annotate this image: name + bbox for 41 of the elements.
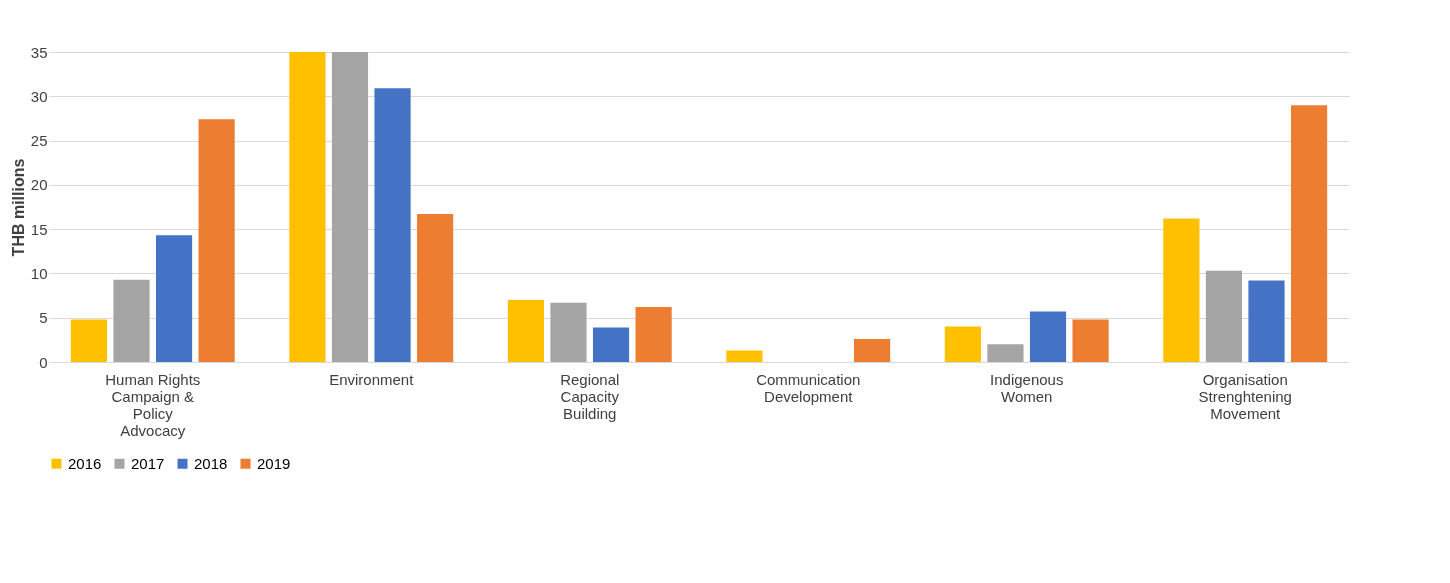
bar xyxy=(1290,105,1328,362)
bar xyxy=(592,327,630,362)
x-tick-label: Indigenous Women xyxy=(990,370,1064,405)
legend-label: 2019 xyxy=(257,454,291,472)
bar xyxy=(417,214,454,362)
bar xyxy=(726,350,763,362)
bar xyxy=(987,344,1024,362)
bar xyxy=(1205,270,1243,362)
bar xyxy=(1029,311,1067,362)
bar xyxy=(1248,280,1285,362)
x-tick-label: Communication Development xyxy=(756,370,861,405)
y-tick-label: 25 xyxy=(30,132,48,150)
legend-label: 2017 xyxy=(131,454,165,472)
legend-label: 2018 xyxy=(194,454,228,472)
bar xyxy=(854,338,891,362)
bar xyxy=(155,235,193,362)
bar xyxy=(198,119,235,362)
bar xyxy=(635,307,672,362)
x-tick-label: Environment xyxy=(329,370,415,388)
x-tick-label: Organisation Strenghtening Movement xyxy=(1198,370,1292,422)
bar xyxy=(944,326,981,362)
bar xyxy=(289,52,326,362)
bar xyxy=(550,302,587,362)
bar xyxy=(1072,319,1109,362)
bar xyxy=(507,300,544,362)
y-tick-label: 5 xyxy=(39,309,48,327)
x-tick-label: Regional Capacity Building xyxy=(560,370,620,422)
bar xyxy=(70,319,108,362)
y-axis-title: THB millions xyxy=(9,158,27,257)
y-tick-label: 20 xyxy=(30,176,48,194)
y-tick-label: 15 xyxy=(30,220,48,238)
bar xyxy=(374,88,411,362)
bar xyxy=(331,52,369,362)
y-tick-label: 30 xyxy=(30,87,48,105)
x-tick-label: Human Rights Campaign & Policy Advocacy xyxy=(105,370,201,439)
y-tick-label: 35 xyxy=(30,43,48,61)
bar xyxy=(113,279,150,362)
bar xyxy=(1163,218,1200,362)
y-tick-label: 0 xyxy=(39,353,48,371)
y-tick-label: 10 xyxy=(30,264,48,282)
legend-label: 2016 xyxy=(68,454,102,472)
